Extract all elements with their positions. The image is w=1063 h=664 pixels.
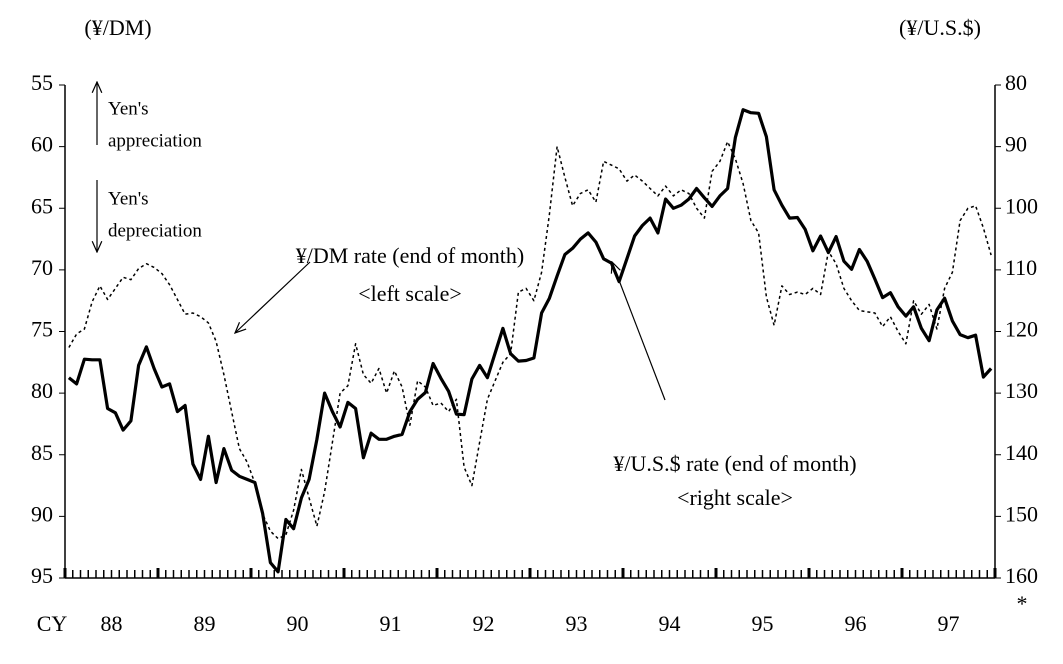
y2-tick-label: 160: [1005, 563, 1038, 588]
y2-tick-label: 100: [1005, 193, 1038, 218]
y2-tick-label: 150: [1005, 501, 1038, 526]
annotation: Yen's: [108, 98, 149, 119]
x-label: CY: [37, 611, 68, 636]
y2-tick-label: 120: [1005, 317, 1038, 342]
annotation: ¥/U.S.$ rate (end of month): [613, 451, 856, 476]
annotation: ¥/DM rate (end of month): [296, 243, 525, 268]
y2-tick-label: 110: [1005, 255, 1037, 280]
y-tick-label: 75: [31, 317, 53, 342]
y-tick-label: 70: [31, 255, 53, 280]
x-tick-label: 94: [659, 611, 681, 636]
y2-tick-label: 140: [1005, 440, 1038, 465]
y-tick-label: 60: [31, 132, 53, 157]
x-tick-label: 89: [194, 611, 216, 636]
y-tick-label: 85: [31, 440, 53, 465]
x-tick-label: 92: [473, 611, 495, 636]
x-tick-label: 88: [101, 611, 123, 636]
annotation: *: [1017, 591, 1028, 616]
y2-tick-label: 80: [1005, 70, 1027, 95]
x-tick-label: 96: [845, 611, 867, 636]
arrow: [612, 262, 666, 401]
x-tick-label: 93: [566, 611, 588, 636]
y2-tick-label: 90: [1005, 132, 1027, 157]
x-tick-label: 97: [938, 611, 960, 636]
x-tick-label: 95: [752, 611, 774, 636]
y-tick-label: 80: [31, 378, 53, 403]
series-line: [68, 140, 992, 540]
annotation: <left scale>: [358, 281, 462, 306]
annotation: <right scale>: [677, 485, 793, 510]
y-tick-label: 95: [31, 563, 53, 588]
y-tick-label: 55: [31, 70, 53, 95]
annotation: Yen's: [108, 188, 149, 209]
annotation: depreciation: [108, 220, 202, 241]
annotation: appreciation: [108, 130, 202, 151]
arrow: [235, 261, 311, 333]
y-tick-label: 65: [31, 193, 53, 218]
y-unit: (¥/DM): [84, 15, 151, 40]
series-line: [67, 108, 993, 574]
y2-unit: (¥/U.S.$): [899, 15, 981, 40]
x-tick-label: 91: [380, 611, 402, 636]
y2-tick-label: 130: [1005, 378, 1038, 403]
x-tick-label: 90: [287, 611, 309, 636]
y-tick-label: 90: [31, 501, 53, 526]
